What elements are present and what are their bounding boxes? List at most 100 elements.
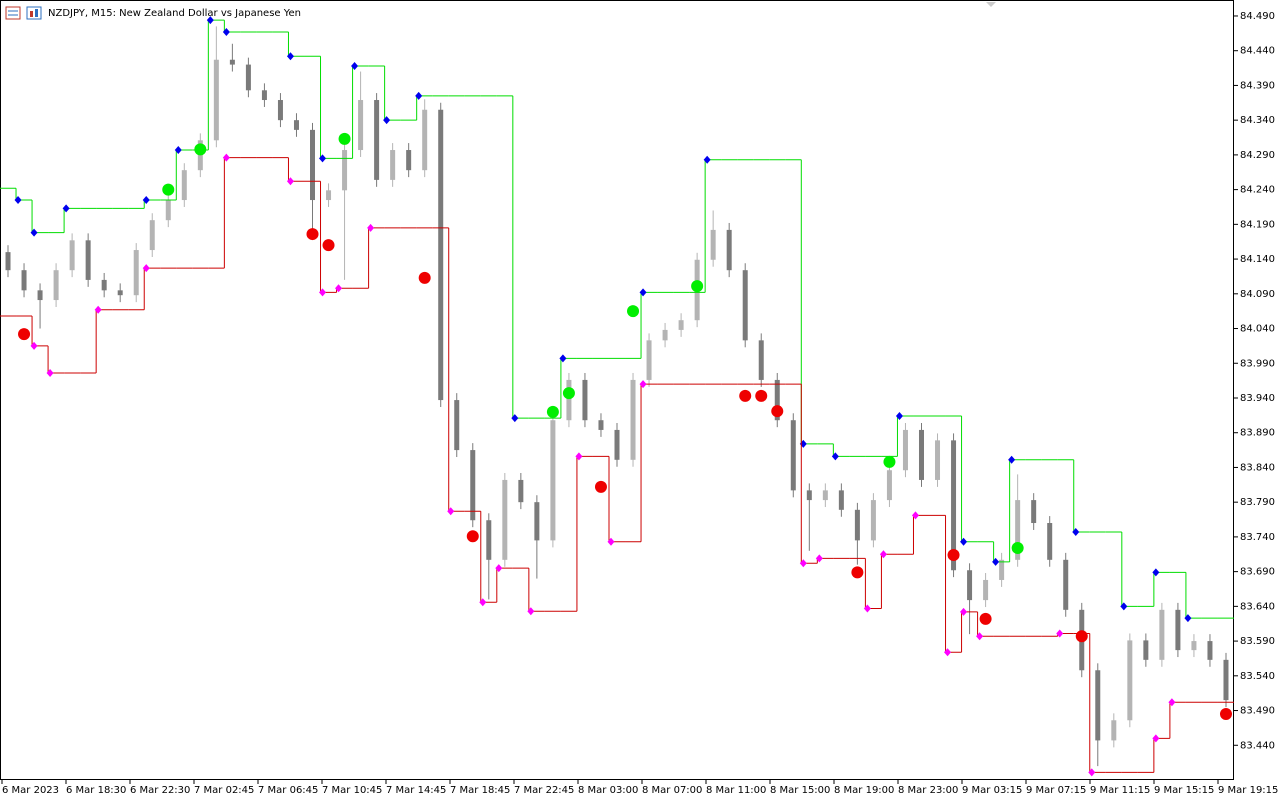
lower-marker: [479, 598, 487, 607]
candle-body: [422, 109, 428, 171]
y-tick-label: 83.690: [1240, 567, 1275, 578]
lower-marker: [815, 554, 823, 563]
x-tick-label: 9 Mar 03:15: [962, 785, 1022, 796]
upper-marker: [992, 557, 1000, 566]
x-tick-label: 9 Mar 07:15: [1026, 785, 1086, 796]
candle-body: [149, 220, 155, 251]
upper-marker: [1152, 568, 1160, 577]
sell-signal: [594, 480, 607, 493]
sell-signal: [755, 389, 768, 402]
lower-marker: [367, 223, 375, 232]
y-tick-label: 83.590: [1240, 636, 1275, 647]
candle-body: [678, 320, 684, 330]
candle-body: [293, 120, 299, 130]
lower-marker: [1056, 629, 1064, 638]
candle-body: [790, 420, 796, 491]
candle-body: [886, 470, 892, 501]
y-tick-label: 84.290: [1240, 150, 1275, 161]
upper-marker: [142, 196, 150, 205]
buy-signal: [883, 455, 896, 468]
candle-body: [951, 440, 957, 571]
candle-body: [854, 509, 860, 541]
buy-signal: [338, 132, 351, 145]
lower-marker: [319, 288, 327, 297]
candle-body: [181, 170, 187, 201]
sell-signal: [1075, 630, 1088, 643]
buy-signal: [162, 183, 175, 196]
lower-marker: [639, 380, 647, 389]
candle-body: [326, 190, 332, 201]
upper-marker: [206, 16, 214, 25]
candle-body: [1175, 609, 1181, 651]
icon: [26, 6, 42, 20]
icon: [35, 9, 38, 17]
y-tick-label: 84.340: [1240, 115, 1275, 126]
lower-marker: [944, 648, 952, 657]
buy-signal: [1011, 542, 1024, 555]
upper-marker: [286, 52, 294, 61]
upper-marker: [1120, 602, 1128, 611]
candle-body: [502, 479, 508, 560]
candle-body: [21, 270, 27, 291]
x-tick-label: 8 Mar 19:00: [834, 785, 894, 796]
candle-body: [758, 340, 764, 380]
x-tick-label: 7 Mar 10:45: [322, 785, 382, 796]
candle-body: [742, 270, 748, 341]
y-tick-label: 83.640: [1240, 601, 1275, 612]
candle-body: [1191, 641, 1197, 651]
upper-marker: [1072, 528, 1080, 537]
candle-body: [133, 250, 139, 296]
y-tick-label: 84.040: [1240, 324, 1275, 335]
candle-body: [486, 520, 492, 560]
candle-body: [117, 290, 123, 296]
y-tick-label: 84.140: [1240, 254, 1275, 265]
upper-marker: [1184, 614, 1192, 623]
lower-marker: [879, 550, 887, 559]
buy-signal: [627, 305, 640, 318]
candle-body: [261, 90, 267, 101]
upper-marker: [415, 91, 423, 100]
buy-signal: [562, 387, 575, 400]
candle-body: [1127, 640, 1133, 721]
upper-marker: [511, 414, 519, 423]
x-tick-label: 7 Mar 06:45: [258, 785, 318, 796]
candle-body: [918, 429, 924, 480]
lower-marker: [863, 604, 871, 613]
candle-body: [710, 229, 716, 260]
upper-marker: [895, 412, 903, 421]
toolbar-icons: [5, 6, 42, 20]
candle-body: [390, 150, 396, 180]
x-tick-label: 8 Mar 15:00: [770, 785, 830, 796]
sell-signal: [947, 548, 960, 561]
candle-body: [967, 570, 973, 601]
lower-marker: [1152, 734, 1160, 743]
candle-body: [5, 252, 11, 271]
y-tick-label: 84.390: [1240, 80, 1275, 91]
y-tick-label: 83.990: [1240, 358, 1275, 369]
candle-body: [229, 59, 235, 65]
candle-body: [1063, 559, 1069, 610]
y-tick-label: 84.440: [1240, 46, 1275, 57]
upper-marker: [639, 288, 647, 297]
lower-marker: [960, 607, 968, 616]
lower-marker: [94, 305, 102, 314]
candle-body: [342, 150, 348, 191]
upper-marker: [30, 228, 38, 237]
x-tick-label: 7 Mar 02:45: [194, 785, 254, 796]
buy-signal: [194, 143, 207, 156]
candle-body: [822, 490, 828, 501]
lower-marker: [30, 341, 38, 350]
upper-marker: [14, 196, 22, 205]
sell-signal: [771, 405, 784, 418]
candle-body: [37, 290, 43, 301]
upper-marker: [351, 61, 359, 70]
lower-marker: [607, 537, 615, 546]
lower-marker: [447, 507, 455, 516]
candle-body: [518, 479, 524, 503]
x-tick-label: 6 Mar 22:30: [130, 785, 190, 796]
plot-frame: [0, 0, 1234, 780]
lower-marker: [911, 511, 919, 520]
sell-signal: [18, 328, 31, 341]
candle-body: [1207, 641, 1213, 660]
